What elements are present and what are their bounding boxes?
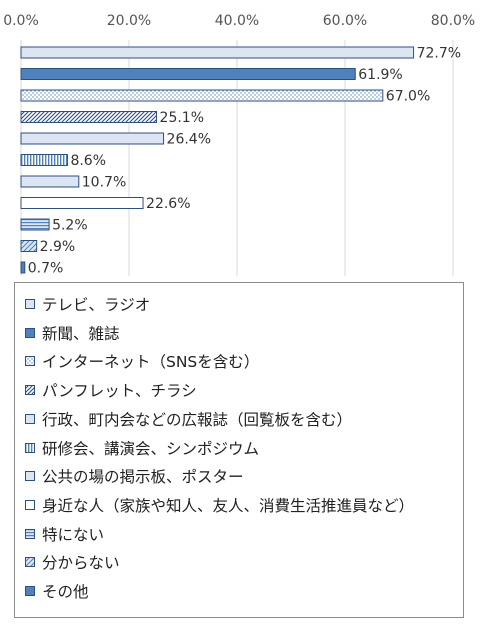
legend-swatch bbox=[25, 327, 35, 338]
legend-label: 公共の場の掲示板、ポスター bbox=[42, 468, 244, 487]
legend-swatch bbox=[25, 442, 35, 453]
legend-swatch bbox=[25, 557, 35, 568]
data-label: 67.0% bbox=[386, 89, 430, 105]
legend-swatch bbox=[25, 499, 35, 510]
legend-label: テレビ、ラジオ bbox=[42, 296, 151, 314]
data-label: 2.9% bbox=[40, 239, 76, 255]
legend-swatch bbox=[25, 471, 35, 482]
legend-swatch bbox=[25, 356, 35, 367]
bar bbox=[20, 154, 68, 166]
bar bbox=[20, 261, 26, 274]
data-label: 25.1% bbox=[160, 110, 204, 126]
x-tick-label: 80.0% bbox=[431, 13, 475, 29]
bar bbox=[20, 175, 80, 188]
legend-label: 特にない bbox=[42, 525, 105, 544]
data-label: 10.7% bbox=[82, 175, 126, 191]
legend-label: インターネット（SNSを含む） bbox=[42, 353, 260, 372]
data-label: 22.6% bbox=[146, 196, 190, 212]
data-label: 26.4% bbox=[167, 132, 211, 148]
legend-swatch bbox=[25, 385, 35, 396]
x-tick-label: 20.0% bbox=[107, 13, 151, 29]
bar bbox=[20, 240, 38, 252]
bar bbox=[20, 46, 415, 59]
legend-swatch bbox=[25, 528, 35, 539]
data-label: 8.6% bbox=[70, 153, 106, 169]
bar bbox=[20, 111, 158, 123]
bars bbox=[20, 46, 415, 274]
legend-item: 身近な人（家族や知人、友人、消費生活推進員など） bbox=[25, 494, 414, 516]
legend-item: 研修会、講演会、シンポジウム bbox=[25, 437, 259, 459]
bar bbox=[20, 218, 50, 231]
legend-item: パンフレット、チラシ bbox=[25, 379, 197, 401]
data-label: 72.7% bbox=[417, 46, 461, 62]
legend-swatch bbox=[25, 586, 35, 596]
bar bbox=[20, 89, 384, 102]
data-labels: 72.7% 61.9% 67.0% 25.1% 26.4% 8.6% 10.7% 22.6% 5… bbox=[28, 46, 461, 277]
legend-item: インターネット（SNSを含む） bbox=[25, 350, 259, 372]
bar bbox=[20, 197, 144, 209]
x-tick-label: 0.0% bbox=[3, 13, 39, 29]
legend-item: 公共の場の掲示板、ポスター bbox=[25, 465, 244, 487]
x-tick-label: 40.0% bbox=[215, 13, 259, 29]
legend-item: 行政、町内会などの広報誌（回覧板を含む） bbox=[25, 408, 352, 430]
legend-item: 分からない bbox=[25, 551, 120, 573]
legend-item: その他 bbox=[25, 580, 89, 602]
legend-swatch bbox=[25, 413, 35, 424]
legend-label: パンフレット、チラシ bbox=[42, 382, 197, 401]
data-label: 61.9% bbox=[358, 67, 402, 83]
legend-label: 研修会、講演会、シンポジウム bbox=[42, 439, 260, 458]
bar bbox=[20, 132, 165, 145]
bar bbox=[20, 68, 356, 80]
legend-label: その他 bbox=[42, 583, 89, 601]
data-label: 0.7% bbox=[28, 261, 64, 277]
legend-label: 身近な人（家族や知人、友人、消費生活推進員など） bbox=[42, 496, 415, 515]
legend-swatch bbox=[25, 299, 35, 309]
legend-item: 特にない bbox=[25, 523, 104, 545]
legend-item: 新聞、雑誌 bbox=[25, 322, 120, 344]
legend-label: 行政、町内会などの広報誌（回覧板を含む） bbox=[42, 410, 353, 429]
x-tick-label: 60.0% bbox=[323, 13, 367, 29]
data-label: 5.2% bbox=[52, 218, 88, 234]
x-axis-ticks: 0.0% 20.0% 40.0% 60.0% 80.0% bbox=[3, 13, 475, 29]
legend-label: 新聞、雑誌 bbox=[42, 324, 120, 343]
bar-chart: 0.0% 20.0% 40.0% 60.0% 80.0% 72.7% 61.9% 67.0%… bbox=[3, 13, 475, 277]
legend: テレビ、ラジオ 新聞、雑誌インターネット（SNSを含む） パンフレット、チラシ行政、… bbox=[14, 282, 464, 618]
legend-label: 分からない bbox=[42, 554, 120, 573]
legend-item: テレビ、ラジオ bbox=[25, 293, 150, 315]
